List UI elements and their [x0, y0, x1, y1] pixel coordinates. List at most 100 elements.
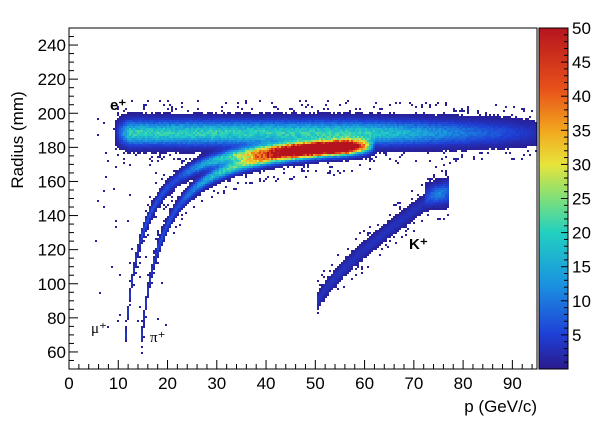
- heatmap-cell: [129, 120, 131, 122]
- heatmap-cell: [157, 118, 159, 120]
- heatmap-cell: [175, 186, 177, 188]
- heatmap-cell: [381, 138, 383, 140]
- heatmap-cell: [295, 162, 297, 164]
- heatmap-cell: [259, 116, 261, 118]
- heatmap-cell: [317, 144, 319, 146]
- heatmap-cell: [345, 136, 347, 138]
- heatmap-cell: [377, 134, 379, 136]
- heatmap-cell: [223, 138, 225, 140]
- heatmap-cell: [325, 118, 327, 120]
- heatmap-cell: [337, 266, 339, 268]
- heatmap-cell: [269, 142, 271, 144]
- heatmap-cell: [235, 112, 237, 114]
- heatmap-cell: [139, 248, 141, 250]
- heatmap-cell: [343, 114, 345, 116]
- heatmap-cell: [355, 256, 357, 258]
- heatmap-cell: [159, 154, 161, 156]
- heatmap-cell: [191, 128, 193, 130]
- heatmap-cell: [137, 112, 139, 114]
- heatmap-cell: [205, 148, 207, 150]
- heatmap-cell: [341, 268, 343, 270]
- heatmap-cell: [175, 148, 177, 150]
- heatmap-cell: [303, 160, 305, 162]
- heatmap-cell: [347, 100, 349, 102]
- heatmap-cell: [403, 220, 405, 222]
- heatmap-cell: [345, 158, 347, 160]
- heatmap-cell: [403, 124, 405, 126]
- heatmap-cell: [385, 224, 387, 226]
- heatmap-cell: [173, 216, 175, 218]
- heatmap-cell: [183, 182, 185, 184]
- heatmap-cell: [401, 212, 403, 214]
- heatmap-cell: [189, 126, 191, 128]
- heatmap-cell: [295, 122, 297, 124]
- heatmap-cell: [289, 162, 291, 164]
- heatmap-cell: [313, 140, 315, 142]
- heatmap-cell: [175, 184, 177, 186]
- heatmap-cell: [153, 264, 155, 266]
- heatmap-cell: [227, 150, 229, 152]
- heatmap-cell: [315, 146, 317, 148]
- heatmap-cell: [161, 240, 163, 242]
- heatmap-cell: [269, 162, 271, 164]
- heatmap-cell: [275, 112, 277, 114]
- heatmap-cell: [169, 150, 171, 152]
- heatmap-cell: [155, 210, 157, 212]
- heatmap-cell: [405, 136, 407, 138]
- heatmap-cell: [373, 148, 375, 150]
- heatmap-cell: [339, 278, 341, 280]
- heatmap-cell: [153, 144, 155, 146]
- heatmap-cell: [209, 116, 211, 118]
- heatmap-cell: [249, 168, 251, 170]
- heatmap-cell: [369, 226, 371, 228]
- heatmap-cell: [257, 114, 259, 116]
- heatmap-cell: [131, 282, 133, 284]
- heatmap-cell: [353, 138, 355, 140]
- heatmap-cell: [279, 166, 281, 168]
- heatmap-cell: [147, 120, 149, 122]
- heatmap-cell: [175, 150, 177, 152]
- heatmap-cell: [177, 202, 179, 204]
- heatmap-cell: [337, 276, 339, 278]
- heatmap-cell: [255, 118, 257, 120]
- heatmap-cell: [245, 152, 247, 154]
- heatmap-cell: [383, 224, 385, 226]
- heatmap-cell: [221, 152, 223, 154]
- heatmap-cell: [233, 118, 235, 120]
- heatmap-cell: [335, 150, 337, 152]
- heatmap-cell: [179, 170, 181, 172]
- heatmap-cell: [119, 146, 121, 148]
- heatmap-cell: [241, 156, 243, 158]
- heatmap-cell: [145, 316, 147, 318]
- heatmap-cell: [129, 140, 131, 142]
- heatmap-cell: [271, 168, 273, 170]
- heatmap-cell: [211, 164, 213, 166]
- heatmap-cell: [301, 112, 303, 114]
- heatmap-cell: [165, 116, 167, 118]
- heatmap-cell: [217, 176, 219, 178]
- heatmap-cell: [161, 116, 163, 118]
- heatmap-cell: [181, 124, 183, 126]
- heatmap-cell: [313, 154, 315, 156]
- heatmap-cell: [339, 122, 341, 124]
- heatmap-cell: [341, 116, 343, 118]
- heatmap-cell: [409, 148, 411, 150]
- heatmap-cell: [125, 146, 127, 148]
- heatmap-cell: [287, 116, 289, 118]
- heatmap-cell: [215, 170, 217, 172]
- heatmap-cell: [343, 112, 345, 114]
- heatmap-cell: [409, 116, 411, 118]
- heatmap-cell: [229, 116, 231, 118]
- heatmap-cell: [143, 312, 145, 314]
- heatmap-cell: [359, 244, 361, 246]
- heatmap-cell: [213, 124, 215, 126]
- heatmap-cell: [269, 152, 271, 154]
- heatmap-cell: [147, 296, 149, 298]
- heatmap-cell: [235, 120, 237, 122]
- heatmap-cell: [371, 114, 373, 116]
- heatmap-cell: [173, 120, 175, 122]
- heatmap-cell: [205, 182, 207, 184]
- heatmap-cell: [321, 116, 323, 118]
- heatmap-cell: [203, 176, 205, 178]
- heatmap-cell: [291, 162, 293, 164]
